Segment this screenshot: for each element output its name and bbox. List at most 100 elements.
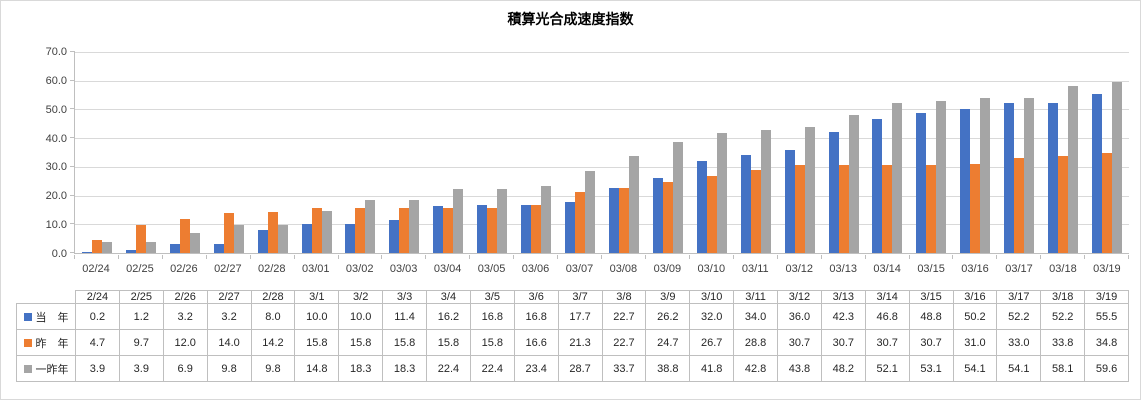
bar-group: [295, 52, 339, 253]
table-row: 一昨年 3.9 3.9 6.9 9.8 9.8 14.8 18.3 18.3 22.4 22.4 23…: [16, 355, 1129, 382]
bar-一昨年: [716, 132, 727, 253]
table-value-cell: 30.7: [908, 329, 954, 356]
table-value-cell: 52.2: [1040, 303, 1086, 330]
table-corner-cell: [16, 290, 76, 304]
y-axis-label: 30.0: [45, 161, 67, 174]
table-value-cell: 55.5: [1084, 303, 1129, 330]
bar-当年: [257, 230, 268, 253]
table-value-cell: 3.9: [118, 355, 164, 382]
x-axis-tick: [997, 255, 1042, 259]
x-axis-tick: [207, 255, 251, 259]
bar-group: [602, 52, 646, 253]
bar-当年: [477, 204, 488, 253]
x-axis-tick: [75, 255, 119, 259]
bar-group: [207, 52, 251, 253]
bar-group: [470, 52, 514, 253]
bar-group: [866, 52, 910, 253]
x-axis-label: 02/28: [258, 263, 286, 275]
bar-昨年: [135, 225, 146, 253]
table-date-header: 3/9: [645, 290, 691, 304]
table-value-cell: 48.8: [908, 303, 954, 330]
legend-cell: 昨 年: [16, 329, 76, 356]
bar-一昨年: [277, 224, 288, 253]
x-axis-label: 03/01: [301, 263, 330, 275]
x-axis-label: 03/02: [345, 263, 374, 275]
table-date-header: 3/6: [513, 290, 559, 304]
table-value-cell: 43.8: [777, 355, 822, 382]
bar-当年: [81, 252, 92, 253]
x-axis-labels: 02/24 02/25 02/26 02/27 02/28 03/01 03/02 03/03…: [74, 263, 1129, 275]
gridline: [75, 52, 1129, 53]
bar-group: [997, 52, 1041, 253]
table-value-cell: 33.8: [1040, 329, 1086, 356]
bar-一昨年: [101, 241, 112, 253]
x-axis-tick: [470, 255, 515, 259]
bar-当年: [872, 118, 883, 253]
y-axis-label: 0.0: [51, 248, 67, 260]
x-axis-tick: [910, 255, 954, 259]
table-date-header: 3/16: [952, 290, 998, 304]
bar-当年: [608, 187, 619, 253]
table-date-header: 3/4: [426, 290, 471, 304]
bar-当年: [828, 131, 839, 253]
bar-昨年: [267, 212, 278, 253]
bar-一昨年: [672, 141, 683, 253]
bar-昨年: [355, 207, 366, 253]
bar-当年: [433, 206, 444, 253]
table-row: 昨 年 4.7 9.7 12.0 14.0 14.2 15.8 15.8 15.8 15.8 15.…: [16, 329, 1129, 356]
bar-昨年: [443, 207, 454, 253]
bar-昨年: [1102, 153, 1113, 253]
bar-当年: [521, 204, 532, 253]
table-value-cell: 9.8: [250, 355, 296, 382]
x-axis-label: 03/07: [565, 263, 594, 275]
table-value-cell: 22.7: [601, 303, 647, 330]
gridline: [75, 195, 1129, 197]
bar-昨年: [750, 170, 761, 253]
bar-一昨年: [585, 170, 596, 253]
bar-一昨年: [1024, 97, 1035, 253]
gridline: [75, 224, 1129, 226]
x-axis-label: 03/17: [1005, 263, 1033, 275]
legend-cell: 一昨年: [16, 355, 76, 382]
x-axis-tick: [953, 255, 998, 259]
table-value-cell: 0.2: [75, 303, 120, 330]
bar-一昨年: [321, 210, 332, 253]
x-axis-label: 03/16: [961, 263, 989, 275]
table-value-cell: 22.4: [426, 355, 471, 382]
table-value-cell: 8.0: [250, 303, 296, 330]
table-value-cell: 28.7: [557, 355, 603, 382]
bar-group: [778, 52, 822, 253]
table-date-header: 3/3: [382, 290, 427, 304]
bar-昨年: [91, 239, 102, 253]
table-value-cell: 21.3: [557, 329, 603, 356]
bar-当年: [565, 202, 576, 253]
legend-label: 昨 年: [35, 337, 69, 350]
bar-当年: [1048, 103, 1059, 253]
table-value-cell: 54.1: [952, 355, 998, 382]
table-value-cell: 30.7: [777, 329, 822, 356]
bar-当年: [652, 177, 663, 253]
table-value-cell: 52.1: [864, 355, 910, 382]
x-axis-label: 03/10: [697, 263, 726, 275]
table-value-cell: 1.2: [118, 303, 164, 330]
table-row: 当 年 0.2 1.2 3.2 3.2 8.0 10.0 10.0 11.4 16.2 16.8 16…: [16, 303, 1129, 330]
bar-一昨年: [145, 241, 156, 253]
table-value-cell: 15.8: [294, 329, 340, 356]
table-value-cell: 14.2: [250, 329, 296, 356]
table-value-cell: 4.7: [75, 329, 120, 356]
x-axis-label: 03/13: [829, 263, 857, 275]
table-value-cell: 31.0: [952, 329, 998, 356]
y-axis-tick: [70, 223, 75, 225]
x-axis-tick: [734, 255, 778, 259]
x-axis-tick: [646, 255, 690, 259]
bar-当年: [1092, 93, 1103, 253]
bar-昨年: [706, 176, 717, 253]
bar-group: [822, 52, 866, 253]
bar-当年: [389, 220, 400, 253]
x-axis-tick: [295, 255, 339, 259]
bar-昨年: [531, 205, 542, 253]
bar-一昨年: [409, 200, 420, 253]
bar-group: [953, 52, 997, 253]
bar-group: [75, 52, 119, 253]
